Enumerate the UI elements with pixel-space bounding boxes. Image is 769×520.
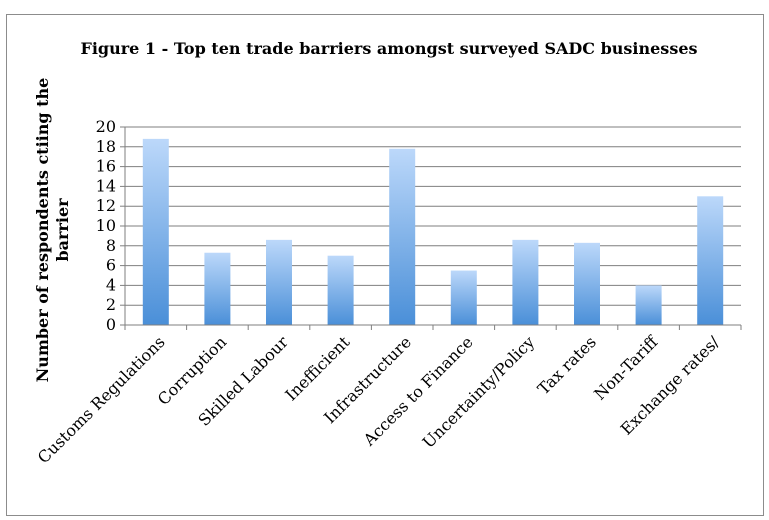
y-tick-label: 20 xyxy=(96,117,116,136)
x-tick-label: Customs Regulations xyxy=(34,332,169,467)
y-axis-label-line-1: Number of respondents ctiing the xyxy=(33,78,52,383)
y-tick-label: 4 xyxy=(106,275,116,294)
bar xyxy=(574,242,600,325)
bar xyxy=(512,239,539,325)
y-axis-label-line-2: barrier xyxy=(53,198,72,262)
bar xyxy=(266,239,292,325)
chart-frame xyxy=(6,14,764,516)
x-tick-label: Uncertainty/Policy xyxy=(419,332,539,452)
chart-title: Figure 1 - Top ten trade barriers amongs… xyxy=(80,39,697,58)
x-tick-label: Access to Finance xyxy=(359,332,477,450)
bar xyxy=(697,196,724,325)
bar xyxy=(635,285,662,325)
y-tick-label: 12 xyxy=(96,196,116,215)
bar xyxy=(204,252,231,325)
bar xyxy=(389,148,416,325)
bar xyxy=(450,270,477,325)
y-tick-label: 8 xyxy=(106,236,116,255)
y-tick-label: 2 xyxy=(106,295,116,314)
y-tick-label: 10 xyxy=(96,216,116,235)
y-tick-label: 0 xyxy=(106,315,116,334)
x-tick-label: Tax rates xyxy=(534,332,600,398)
y-tick-label: 6 xyxy=(106,256,116,275)
y-tick-label: 16 xyxy=(96,157,116,176)
bars xyxy=(142,138,724,325)
y-tick-label: 14 xyxy=(96,176,116,195)
y-tick-label: 18 xyxy=(96,137,116,156)
bar xyxy=(142,138,169,325)
bar xyxy=(327,255,354,325)
axes xyxy=(120,126,742,330)
